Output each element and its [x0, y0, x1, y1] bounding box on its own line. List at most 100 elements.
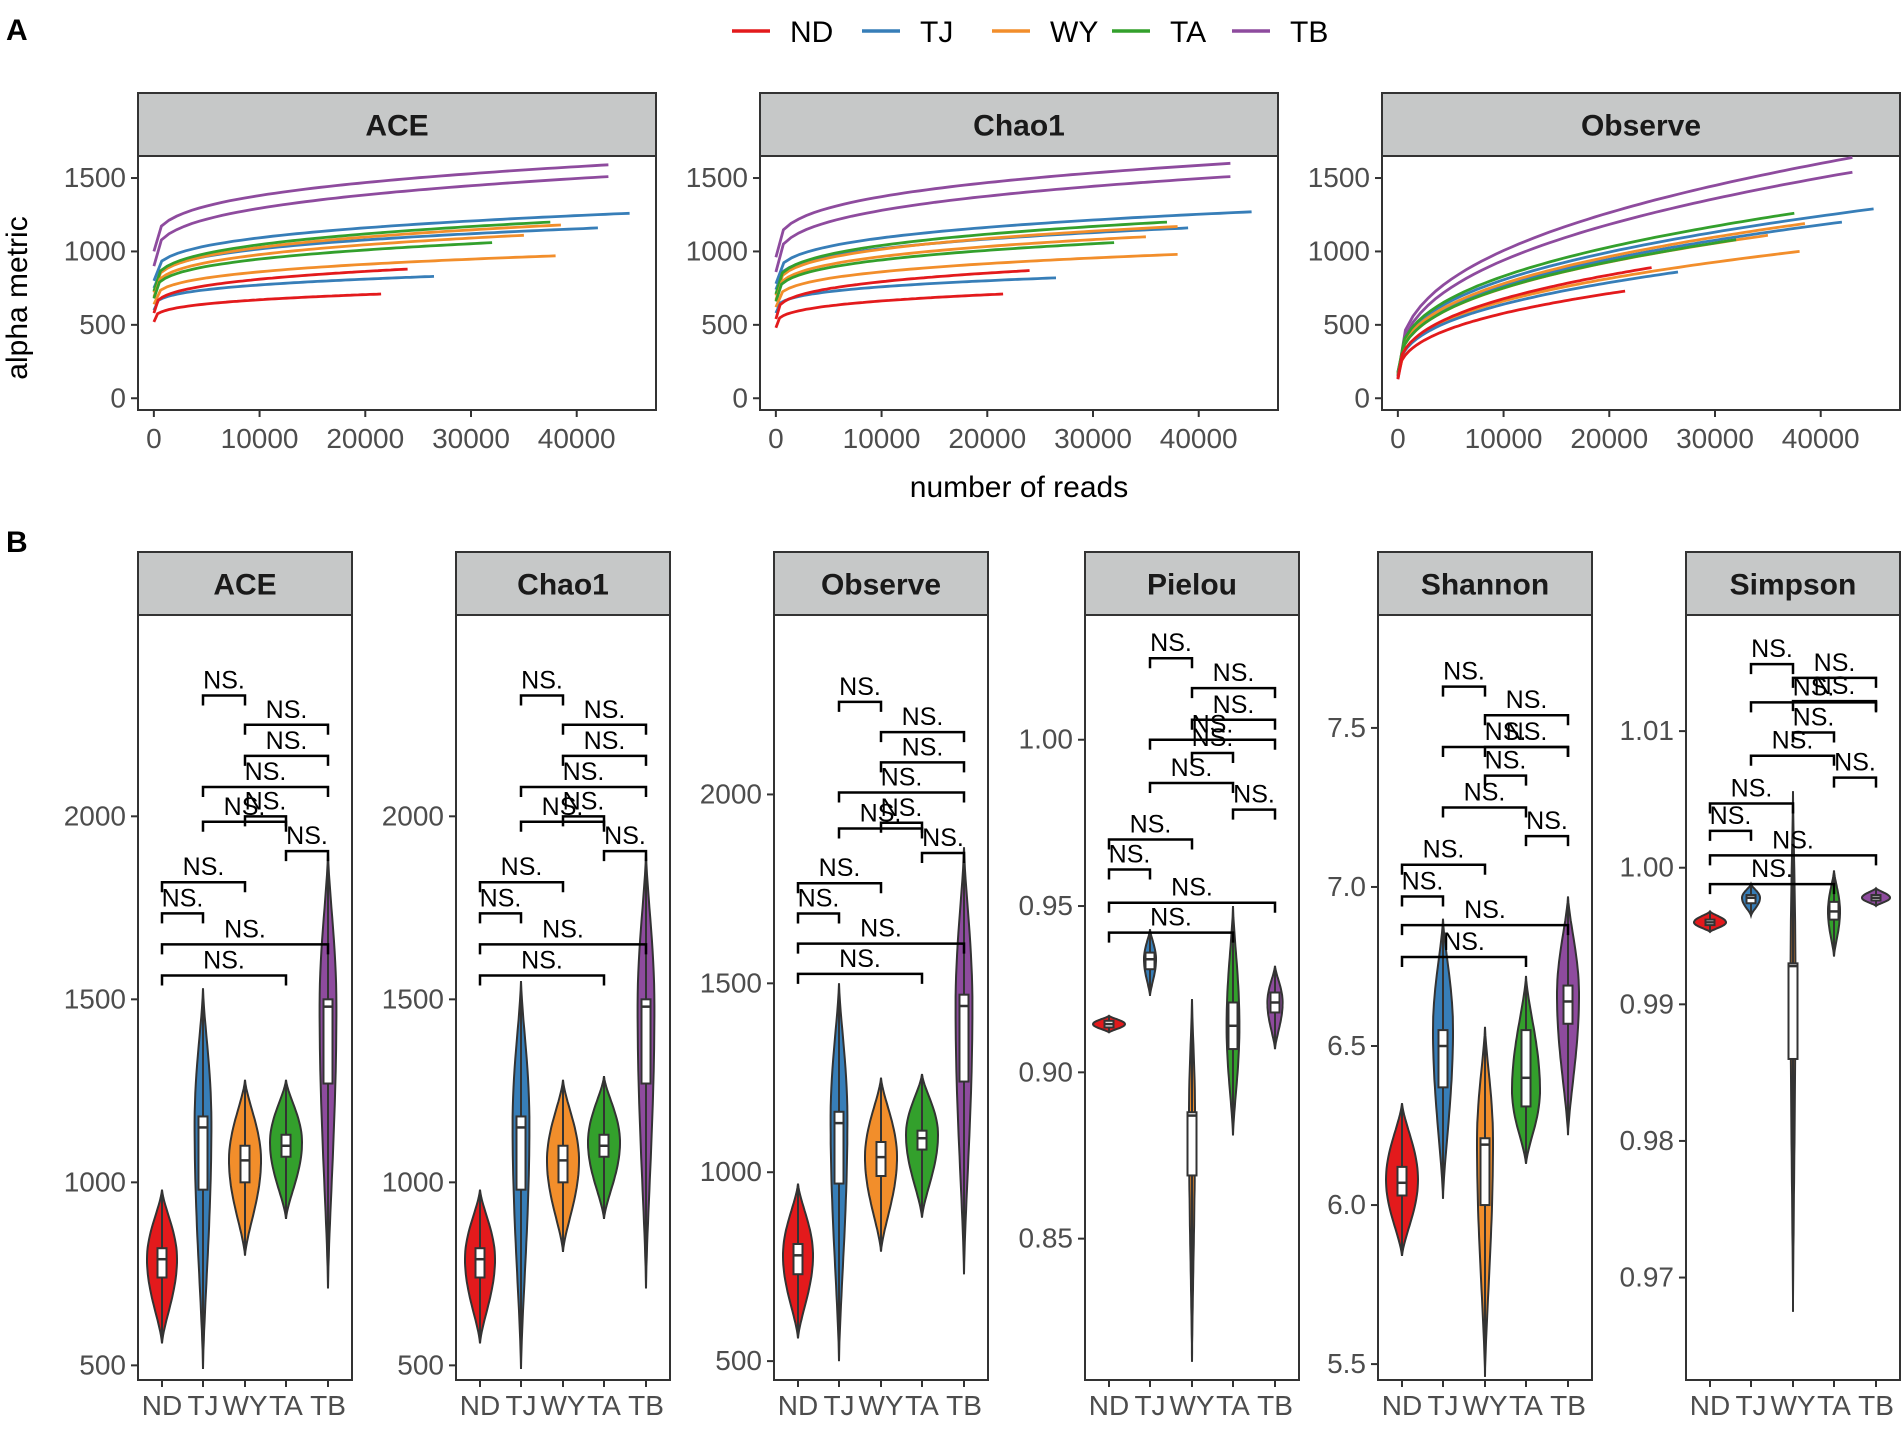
curve-nd	[774, 269, 1030, 320]
significance-bracket	[519, 785, 648, 798]
significance-label: NS.	[521, 947, 563, 975]
curve-wy	[774, 253, 1178, 308]
curve-nd	[774, 292, 1004, 329]
x-tick-label: WY	[858, 1390, 903, 1421]
x-tick-label: 40000	[1782, 423, 1860, 454]
curve-tj	[1396, 270, 1679, 377]
legend: ND TJ WY TA TB	[732, 16, 1328, 49]
significance-label: NS.	[266, 727, 308, 755]
significance-bracket	[837, 827, 924, 839]
y-tick-label: 2000	[382, 800, 444, 831]
x-tick-label: WY	[1169, 1390, 1214, 1421]
box-tj	[1144, 951, 1156, 971]
box-nd	[792, 1243, 804, 1276]
y-tick-label: 0	[1354, 382, 1370, 413]
box-wy	[1186, 1111, 1198, 1177]
significance-bracket	[1107, 931, 1235, 943]
y-tick-label: 0	[732, 382, 748, 413]
significance-bracket	[1107, 838, 1194, 850]
legend-label-nd: ND	[790, 16, 833, 49]
significance-label: NS.	[1192, 711, 1234, 739]
curve-nd	[1396, 266, 1652, 378]
significance-bracket	[796, 912, 841, 924]
curve-wy	[1396, 250, 1800, 377]
box-tb	[640, 998, 652, 1085]
x-tick-label: WY	[1462, 1390, 1507, 1421]
significance-label: NS.	[1464, 896, 1506, 924]
x-tick-label: 20000	[948, 423, 1026, 454]
significance-label: NS.	[542, 915, 584, 943]
significance-bracket	[1107, 901, 1277, 913]
significance-label: NS.	[1751, 635, 1793, 663]
significance-label: NS.	[521, 667, 563, 695]
curve-ta	[774, 220, 1168, 295]
significance-bracket	[837, 700, 883, 712]
significance-bracket	[920, 851, 966, 863]
significance-label: NS.	[203, 947, 245, 975]
legend-label-ta: TA	[1170, 16, 1206, 49]
panel-label-b: B	[6, 526, 28, 559]
significance-bracket	[1148, 781, 1235, 793]
y-tick-label: 1000	[686, 235, 748, 266]
strip-title: Shannon	[1421, 569, 1549, 602]
significance-label: NS.	[881, 794, 923, 822]
significance-label: NS.	[480, 884, 522, 912]
significance-bracket	[1190, 751, 1235, 764]
y-tick-label: 1000	[700, 1156, 762, 1187]
y-tick-label: 6.5	[1327, 1030, 1366, 1061]
strip-background	[1084, 551, 1300, 616]
significance-label: NS.	[902, 703, 944, 731]
significance-label: NS.	[1423, 836, 1465, 864]
box-ta	[916, 1129, 928, 1151]
significance-bracket	[243, 754, 330, 766]
significance-label: NS.	[819, 854, 861, 882]
x-tick-label: 20000	[326, 423, 404, 454]
y-tick-label: 500	[701, 309, 748, 340]
x-tick-label: 0	[1390, 423, 1406, 454]
curve-tb	[152, 175, 609, 267]
curve-tj	[1396, 207, 1874, 373]
significance-label: NS.	[224, 793, 266, 821]
significance-bracket	[284, 849, 330, 862]
significance-label: NS.	[266, 696, 308, 724]
legend-label-tj: TJ	[920, 16, 953, 49]
significance-label: NS.	[1772, 826, 1814, 854]
significance-label: NS.	[1213, 691, 1255, 719]
panel-frame	[1381, 155, 1901, 411]
significance-label: NS.	[1171, 754, 1213, 782]
legend-label-wy: WY	[1050, 16, 1098, 49]
significance-bracket	[1441, 685, 1487, 697]
x-tick-label: 40000	[538, 423, 616, 454]
significance-label: NS.	[922, 824, 964, 852]
x-tick-label: TJ	[823, 1390, 854, 1421]
significance-bracket	[1441, 745, 1570, 758]
significance-label: NS.	[798, 884, 840, 912]
significance-bracket	[1832, 776, 1878, 788]
significance-label: NS.	[1793, 673, 1835, 701]
significance-bracket	[201, 785, 330, 798]
x-tick-label: ND	[142, 1390, 182, 1421]
x-tick-label: ND	[778, 1390, 818, 1421]
significance-label: NS.	[501, 853, 543, 881]
strip-background	[1381, 92, 1901, 157]
box-tb	[1562, 984, 1574, 1025]
significance-bracket	[243, 723, 330, 735]
strip-background	[137, 551, 353, 616]
x-tick-label: ND	[460, 1390, 500, 1421]
y-axis-label: alpha metric	[1, 216, 34, 379]
significance-bracket	[561, 754, 648, 766]
significance-bracket	[160, 943, 330, 955]
curve-tb	[152, 163, 609, 252]
significance-bracket	[1791, 676, 1878, 688]
y-tick-label: 1000	[64, 235, 126, 266]
significance-bracket	[837, 791, 966, 803]
significance-bracket	[1148, 738, 1277, 750]
significance-label: NS.	[563, 787, 605, 815]
facet-chao1: Chao1 0 500 1000 1500 0 10000 20000 30000 40000	[686, 92, 1279, 454]
significance-label: NS.	[245, 787, 287, 815]
x-tick-label: TA	[1216, 1390, 1250, 1421]
y-tick-label: 500	[79, 309, 126, 340]
y-tick-label: 1000	[382, 1166, 444, 1197]
strip-title: Chao1	[517, 569, 609, 602]
